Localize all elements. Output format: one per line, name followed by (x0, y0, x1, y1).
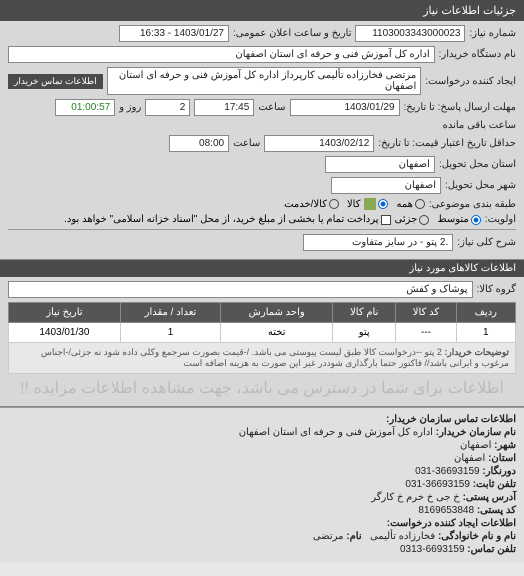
expire-time: 08:00 (169, 135, 229, 152)
contact-phone: 6693159-0313 (400, 544, 465, 555)
city2: اصفهان (460, 440, 491, 451)
radio-all-label: همه (396, 199, 412, 210)
col-row: ردیف (456, 303, 515, 323)
watermark: اطلاعات برای شما در دسترس می باشد، جهت م… (8, 374, 516, 402)
phone: 36693159-031 (405, 479, 470, 490)
province2-label: استان: (488, 453, 516, 464)
contact-info-button[interactable]: اطلاعات تماس خریدار (8, 74, 103, 89)
table-row: 1 --- پتو تخته 1 1403/01/30 (9, 323, 516, 343)
address-label: آدرس پستی: (463, 492, 516, 503)
category-radio-group: همه کالا کالا/خدمت (284, 198, 425, 210)
desc-label: شرح کلی نیاز: (457, 237, 516, 248)
province-label: استان محل تحویل: (439, 159, 516, 170)
creator-value: مرتضی فخارزاده تألیمی کارپرداز اداره کل … (107, 67, 422, 95)
radio-normal[interactable]: متوسط (437, 214, 480, 225)
province-value: اصفهان (325, 156, 435, 173)
creator-label: ایجاد کننده درخواست: (425, 76, 516, 87)
org-name: اداره کل آموزش فنی و حرفه ای استان اصفها… (239, 427, 433, 438)
family-label: نام و نام خانوادگی: (438, 531, 516, 542)
deadline-send-time: 17:45 (194, 99, 254, 116)
public-date-label: تاریخ و ساعت اعلان عمومی: (233, 28, 352, 39)
col-name: نام کالا (333, 303, 396, 323)
goods-header: اطلاعات کالاهای مورد نیاز (0, 260, 524, 277)
notes-text: 2 پتو --درخواست کالا طبق لیست پیوستی می … (41, 347, 509, 368)
notes-row: توضیحات خریدار: 2 پتو --درخواست کالا طبق… (9, 343, 516, 374)
creator-header: اطلاعات ایجاد کننده درخواست: (387, 518, 516, 529)
days-value: 2 (145, 99, 190, 116)
radio-partial[interactable]: جزئی (395, 214, 430, 225)
cell-unit: تخته (221, 323, 333, 343)
buyer-name-label: نام دستگاه خریدار: (439, 49, 516, 60)
radio-service[interactable]: کالا/خدمت (284, 199, 339, 210)
group-value: پوشاک و کفش (8, 281, 473, 298)
city2-label: شهر: (494, 440, 516, 451)
cell-date: 1403/01/30 (9, 323, 121, 343)
address: خ جی خ خرم خ کارگر (371, 492, 460, 503)
deadline-send-label: مهلت ارسال پاسخ: تا تاریخ: (404, 102, 516, 113)
col-qty: تعداد / مقدار (120, 303, 220, 323)
cell-code: --- (396, 323, 456, 343)
group-label: گروه کالا: (477, 284, 516, 295)
radio-partial-label: جزئی (395, 214, 418, 225)
priority-label: اولویت: (485, 214, 516, 225)
phone-label: تلفن ثابت: (473, 479, 516, 490)
request-no-value: 1103003343000023 (355, 25, 465, 42)
cell-name: پتو (333, 323, 396, 343)
public-date-value: 1403/01/27 - 16:33 (119, 25, 229, 42)
goods-table: ردیف کد کالا نام کالا واحد شمارش تعداد /… (8, 302, 516, 374)
deadline-send-date: 1403/01/29 (290, 99, 400, 116)
family: فخارزاده تألیمی (370, 531, 435, 542)
time-label-1: ساعت (258, 102, 285, 113)
postal: 8169653848 (418, 505, 474, 516)
name2-label: نام: (346, 531, 361, 542)
goods-icon (364, 198, 376, 210)
name2: مرتضی (313, 531, 344, 542)
cell-qty: 1 (120, 323, 220, 343)
org-name-label: نام سازمان خریدار: (436, 427, 516, 438)
col-code: کد کالا (396, 303, 456, 323)
payment-checkbox[interactable]: پرداخت تمام یا بخشی از مبلغ خرید، از محل… (64, 214, 390, 225)
city-value: اصفهان (331, 177, 441, 194)
notes-label: توضیحات خریدار: (444, 347, 509, 357)
buyer-name-value: اداره کل آموزش فنی و حرفه ای استان اصفها… (8, 46, 435, 63)
remaining-time: 01:00:57 (55, 99, 115, 116)
contact-header: اطلاعات تماس سازمان خریدار: (386, 414, 516, 425)
time-label-2: ساعت (233, 138, 260, 149)
col-unit: واحد شمارش (221, 303, 333, 323)
remaining-label: ساعت باقی مانده (443, 120, 516, 131)
radio-normal-label: متوسط (437, 214, 468, 225)
category-label: طبقه بندی موضوعی: (429, 199, 516, 210)
days-label: روز و (119, 102, 141, 113)
postal-label: کد پستی: (477, 505, 516, 516)
priority-radio-group: متوسط جزئی (395, 214, 481, 225)
fax-label: دورنگار: (482, 466, 516, 477)
radio-goods-label: کالا (347, 199, 361, 210)
radio-goods[interactable]: کالا (347, 198, 389, 210)
province2: اصفهان (454, 453, 485, 464)
radio-all[interactable]: همه (396, 199, 424, 210)
desc-value: .2 پتو - در سایز متفاوت (303, 234, 453, 251)
col-date: تاریخ نیاز (9, 303, 121, 323)
expire-date: 1403/02/12 (264, 135, 374, 152)
expire-label: حداقل تاریخ اعتبار قیمت: تا تاریخ: (378, 138, 516, 149)
payment-note-label: پرداخت تمام یا بخشی از مبلغ خرید، از محل… (64, 214, 378, 225)
city-label: شهر محل تحویل: (445, 180, 516, 191)
page-header: جزئیات اطلاعات نیاز (0, 0, 524, 21)
radio-service-label: کالا/خدمت (284, 199, 327, 210)
cell-row: 1 (456, 323, 515, 343)
request-no-label: شماره نیاز: (469, 28, 516, 39)
fax: 36693159-031 (415, 466, 480, 477)
contact-phone-label: تلفن تماس: (467, 544, 516, 555)
